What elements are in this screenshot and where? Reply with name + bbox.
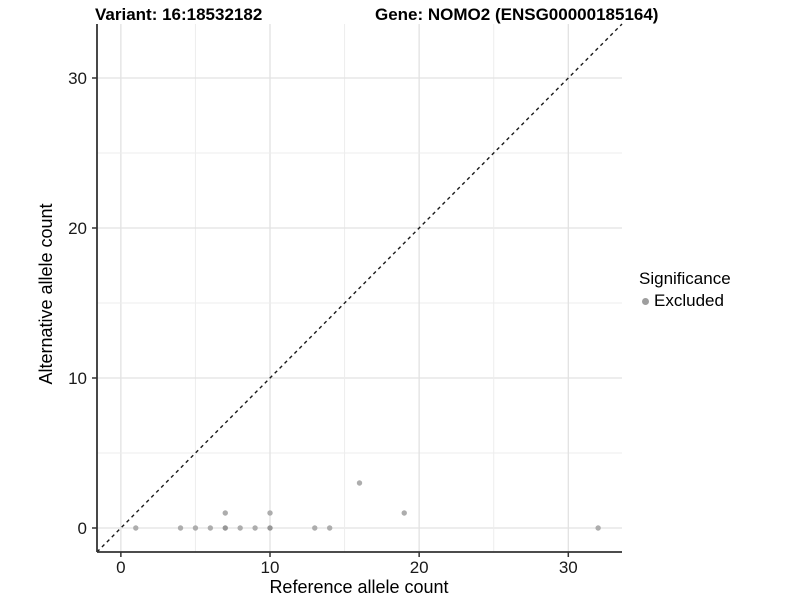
data-point-layer	[133, 480, 601, 531]
legend-point-icon	[642, 297, 649, 305]
y-tick-label: 20	[68, 219, 87, 238]
data-point	[252, 525, 258, 531]
x-tick-label: 0	[116, 558, 125, 577]
axis-layer	[92, 24, 622, 557]
data-point	[177, 525, 184, 531]
identity-dashed-line	[96, 23, 623, 553]
data-point	[207, 525, 214, 531]
legend-title: Significance	[639, 269, 731, 288]
x-tick-label: 30	[559, 558, 578, 577]
data-point	[267, 525, 273, 531]
data-point	[133, 525, 139, 531]
plot-title-gene: Gene: NOMO2 (ENSG00000185164)	[375, 5, 659, 24]
plot-title-variant: Variant: 16:18532182	[95, 5, 263, 24]
data-point	[237, 525, 243, 531]
data-point	[267, 510, 273, 516]
data-point	[222, 510, 228, 516]
y-tick-label: 0	[78, 519, 87, 538]
y-axis-title: Alternative allele count	[36, 203, 56, 384]
x-tick-label: 20	[410, 558, 429, 577]
legend-item-label: Excluded	[654, 291, 724, 310]
legend-item-excluded: Excluded	[639, 291, 731, 311]
identity-line-layer	[96, 23, 623, 553]
data-point	[356, 480, 363, 486]
tick-label-layer: 0 10 20 30 0 10 20 30	[68, 69, 578, 577]
data-point	[401, 510, 407, 516]
data-point	[326, 525, 333, 531]
legend: Significance Excluded	[639, 268, 731, 311]
y-tick-label: 10	[68, 369, 87, 388]
y-tick-label: 30	[68, 69, 87, 88]
x-tick-label: 10	[261, 558, 280, 577]
data-point	[595, 525, 601, 531]
data-point	[192, 525, 199, 531]
data-point	[222, 525, 228, 531]
grid-layer	[97, 24, 622, 552]
data-point	[312, 525, 318, 531]
x-axis-title: Reference allele count	[269, 577, 448, 597]
